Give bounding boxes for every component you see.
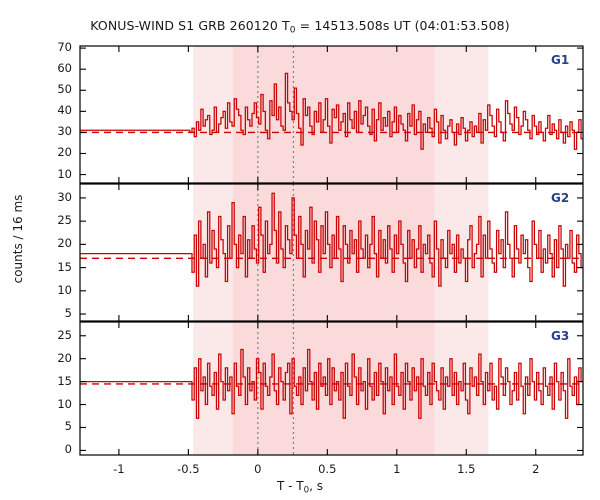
lightcurve-G2 bbox=[80, 192, 583, 287]
ytick-label-G3-10: 10 bbox=[57, 396, 72, 411]
shaded-region-inner-band bbox=[232, 184, 435, 321]
xtick-label-5: 1.5 bbox=[457, 462, 476, 476]
xtick-label-4: 1 bbox=[393, 462, 401, 476]
ytick-label-G3-20: 20 bbox=[57, 350, 72, 365]
ytick-label-G1-30: 30 bbox=[57, 124, 72, 139]
ytick-label-G1-50: 50 bbox=[57, 82, 72, 97]
lightcurve-G3 bbox=[80, 348, 583, 419]
ytick-label-G1-20: 20 bbox=[57, 145, 72, 160]
ytick-label-G3-25: 25 bbox=[57, 327, 72, 342]
ytick-label-G1-10: 10 bbox=[57, 166, 72, 181]
xtick-label-0: -1 bbox=[113, 462, 125, 476]
lightcurve-G1 bbox=[80, 72, 583, 150]
panel-label-G3: G3 bbox=[551, 329, 570, 343]
ytick-label-G3-15: 15 bbox=[57, 373, 72, 388]
xtick-label-1: -0.5 bbox=[177, 462, 200, 476]
ytick-label-G2-25: 25 bbox=[57, 213, 72, 228]
ytick-label-G2-15: 15 bbox=[57, 259, 72, 274]
xtick-label-2: 0 bbox=[254, 462, 262, 476]
x-axis-label: T - T0, s bbox=[276, 479, 323, 496]
ytick-label-G2-10: 10 bbox=[57, 282, 72, 297]
ytick-label-G1-60: 60 bbox=[57, 61, 72, 76]
ytick-label-G3-5: 5 bbox=[64, 419, 72, 434]
panel-label-G1: G1 bbox=[551, 53, 570, 67]
plot-layers bbox=[79, 45, 584, 456]
ytick-label-G1-40: 40 bbox=[57, 103, 72, 118]
ytick-label-G2-30: 30 bbox=[57, 189, 72, 204]
ytick-label-G2-20: 20 bbox=[57, 236, 72, 251]
panel-frame-G2 bbox=[79, 183, 584, 322]
y-axis-label: counts / 16 ms bbox=[11, 194, 25, 284]
figure-title: KONUS-WIND S1 GRB 260120 T0 = 14513.508s… bbox=[90, 18, 510, 36]
xtick-label-3: 0.5 bbox=[318, 462, 337, 476]
ytick-label-G3-0: 0 bbox=[64, 442, 72, 457]
panel-frame-G3 bbox=[79, 321, 584, 456]
xtick-label-6: 2 bbox=[532, 462, 540, 476]
panel-frame-G1 bbox=[79, 45, 584, 184]
shaded-region-inner-band bbox=[232, 46, 435, 183]
ytick-label-G2-5: 5 bbox=[64, 306, 72, 321]
panel-label-G2: G2 bbox=[551, 191, 570, 205]
ytick-label-G1-70: 70 bbox=[57, 40, 72, 55]
